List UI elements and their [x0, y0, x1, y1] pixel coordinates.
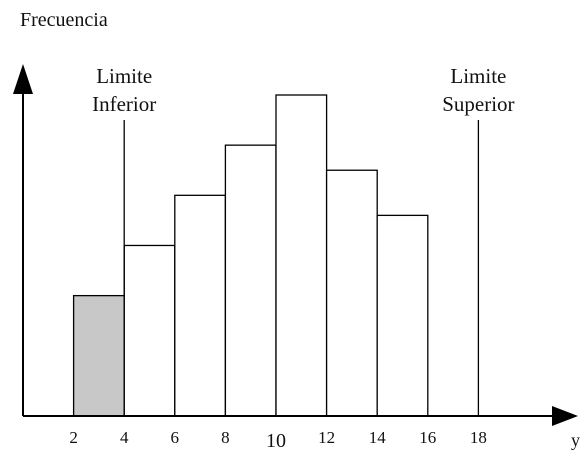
histogram-bar-2-4 [72, 294, 125, 417]
x-tick-label: 6 [171, 428, 180, 447]
histogram-bar-6-8 [174, 194, 227, 417]
histogram-bar-8-10 [224, 144, 277, 417]
x-tick-label: 4 [120, 428, 129, 447]
bars-layer [72, 94, 429, 417]
x-axis-arrow-icon [552, 406, 578, 426]
y-axis-arrow-icon [13, 64, 33, 94]
histogram-bar-10-12 [275, 94, 328, 417]
x-tick-label: 2 [69, 428, 78, 447]
limits-layer: Limite Inferior Limite Superior [92, 64, 515, 416]
x-tick-label: 18 [470, 428, 487, 447]
x-tick-label: 12 [318, 428, 335, 447]
x-tick-label: 8 [221, 428, 230, 447]
histogram-bar-4-6 [123, 244, 176, 417]
x-tick-label: 10 [266, 430, 286, 452]
limit-label-line2: Superior [442, 92, 514, 116]
y-axis-label: Frecuencia [20, 9, 108, 31]
x-tick-label: 14 [369, 428, 387, 447]
histogram-bar-12-14 [325, 169, 378, 417]
histogram-bar-14-16 [376, 214, 429, 417]
limit-label-line1: Limite [450, 64, 506, 88]
x-tick-labels: 2 4 6 8 10 12 14 16 18 [69, 428, 487, 452]
limit-label-line1: Limite [96, 64, 152, 88]
x-axis-label: y [571, 430, 580, 450]
x-tick-label: 16 [419, 428, 436, 447]
limit-label-line2: Inferior [92, 92, 156, 116]
